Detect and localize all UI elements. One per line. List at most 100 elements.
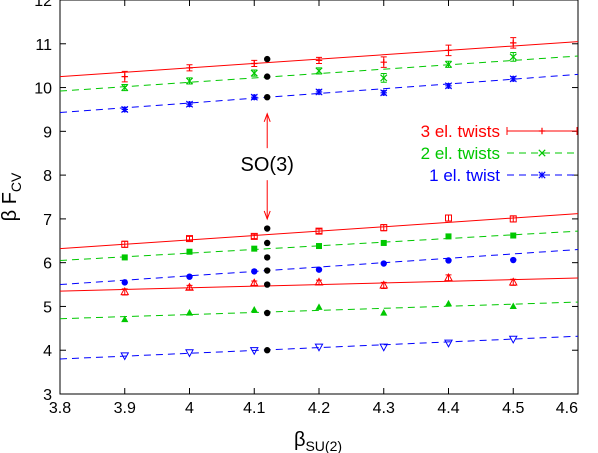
data-point (509, 53, 517, 61)
data-point (510, 232, 517, 239)
data-point (315, 227, 323, 235)
error-bar (251, 233, 258, 240)
fit-lines (59, 41, 579, 360)
legend-label: 2 el. twists (421, 144, 500, 163)
data-point (120, 352, 130, 361)
data-point (314, 277, 324, 286)
data-point (250, 305, 258, 313)
data-point (444, 82, 453, 90)
data-point (185, 309, 194, 316)
data-point (444, 299, 453, 307)
data-point (120, 286, 130, 296)
series-0 (121, 37, 517, 83)
data-point (264, 347, 271, 354)
x-tick-label: 4.4 (437, 400, 459, 417)
legend-label: 1 el. twist (429, 166, 500, 185)
fit-line-series-2 (59, 73, 579, 114)
data-point (251, 245, 258, 252)
data-point (509, 215, 517, 223)
x-tick-label: 3.8 (49, 400, 71, 417)
data-point (380, 74, 388, 82)
data-point (249, 278, 259, 287)
data-point (315, 88, 323, 96)
x-tick-label: 4.3 (373, 400, 395, 417)
data-point (445, 233, 452, 240)
data-point (251, 60, 258, 67)
y-tick-label: 8 (43, 168, 52, 185)
series-5 (121, 256, 517, 286)
data-point (445, 47, 452, 54)
data-point (315, 57, 323, 64)
y-tick-label: 7 (43, 212, 52, 229)
x-tick-label: 4 (185, 400, 194, 417)
data-point (250, 69, 258, 77)
data-point (251, 268, 258, 275)
data-point (264, 225, 271, 232)
data-point (186, 273, 193, 280)
data-point (186, 248, 193, 255)
data-point (379, 343, 389, 352)
so3-arrowhead-up (263, 112, 271, 122)
annotation: SO(3) (241, 112, 294, 221)
data-point (121, 254, 128, 261)
data-point (316, 243, 322, 250)
x-tick-label: 3.9 (114, 400, 136, 417)
y-tick-label: 11 (35, 37, 52, 54)
y-tick-label: 3 (43, 387, 52, 404)
legend: 3 el. twists 2 el. twists 1 el. twist (421, 122, 578, 185)
data-point (380, 239, 387, 246)
data-point (380, 224, 388, 232)
y-axis-label: β FCV (0, 172, 24, 221)
data-point (264, 239, 271, 247)
y-tick-label: 4 (43, 343, 52, 360)
data-point (380, 58, 387, 66)
x-tick-label: 4.2 (308, 400, 330, 417)
data-point (510, 256, 517, 264)
series-6 (120, 272, 518, 296)
series-8 (120, 335, 518, 361)
legend-label: 3 el. twists (421, 122, 500, 141)
data-point (121, 279, 128, 286)
x-tick-label: 4.1 (243, 400, 265, 417)
data-point (186, 64, 193, 72)
data-point (121, 315, 129, 323)
series-7 (121, 299, 517, 323)
data-point (250, 93, 258, 101)
fit-line-series-1 (59, 55, 579, 92)
y-tick-label: 6 (43, 256, 52, 273)
error-bar (316, 228, 322, 234)
data-point (264, 281, 271, 288)
data-point (315, 266, 323, 273)
data-points (120, 37, 518, 361)
data-point (264, 254, 271, 261)
fit-line-series-5 (59, 249, 579, 286)
y-axis-title: β FCV (0, 172, 24, 221)
legend-marker (538, 171, 546, 179)
data-point (250, 232, 258, 240)
data-point (508, 277, 518, 286)
data-point (121, 105, 129, 114)
data-point (315, 67, 323, 75)
data-point (121, 73, 128, 80)
data-point (314, 343, 324, 352)
series-4 (121, 232, 517, 261)
series-3 (121, 214, 517, 248)
data-point (264, 55, 271, 63)
legend-marker (538, 149, 546, 157)
data-point (185, 77, 194, 85)
so3-arrowhead-down (263, 210, 271, 221)
fit-line-series-8 (59, 335, 579, 360)
data-point (264, 93, 271, 101)
data-point (121, 240, 129, 248)
x-axis-title: βSU(2) (294, 429, 342, 453)
error-bar (445, 214, 452, 222)
data-point (380, 260, 387, 267)
data-point (186, 235, 193, 243)
data-point (444, 60, 453, 68)
data-point (264, 267, 271, 274)
axis-ticks: 3.8 3.9 4 4.1 4.2 4.3 4.4 4.5 4.6 3 4 5 6 7 8 9 10 11 12 (34, 0, 579, 417)
data-point (249, 347, 259, 356)
series-9 (264, 55, 271, 354)
data-point (444, 339, 453, 348)
data-point (509, 75, 517, 83)
